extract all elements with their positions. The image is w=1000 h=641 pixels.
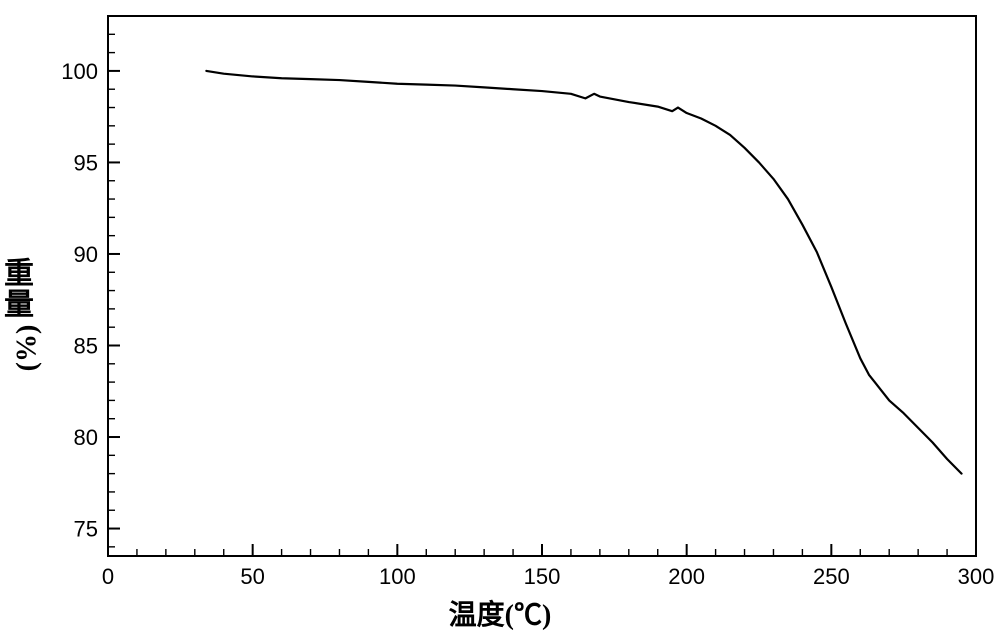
plot-border — [108, 16, 976, 556]
plot-svg: 0 50 100 150 200 250 300 75 80 85 90 95 100 — [0, 0, 1000, 641]
y-tick-label: 75 — [74, 517, 98, 542]
y-tick-label: 90 — [74, 242, 98, 267]
x-tick-label: 200 — [668, 564, 705, 589]
tga-chart: 重量 (%) 温度(℃) 050100150200250300758085909… — [0, 0, 1000, 641]
y-tick-label: 85 — [74, 333, 98, 358]
x-tick-label: 300 — [958, 564, 995, 589]
x-tick-label: 50 — [240, 564, 264, 589]
tga-curve — [206, 71, 961, 474]
x-tick-label: 250 — [813, 564, 850, 589]
y-tick-label: 95 — [74, 150, 98, 175]
x-tick-label: 100 — [379, 564, 416, 589]
y-tick-label: 80 — [74, 425, 98, 450]
x-tick-label: 150 — [524, 564, 561, 589]
y-tick-label: 100 — [61, 59, 98, 84]
x-tick-label: 0 — [102, 564, 114, 589]
